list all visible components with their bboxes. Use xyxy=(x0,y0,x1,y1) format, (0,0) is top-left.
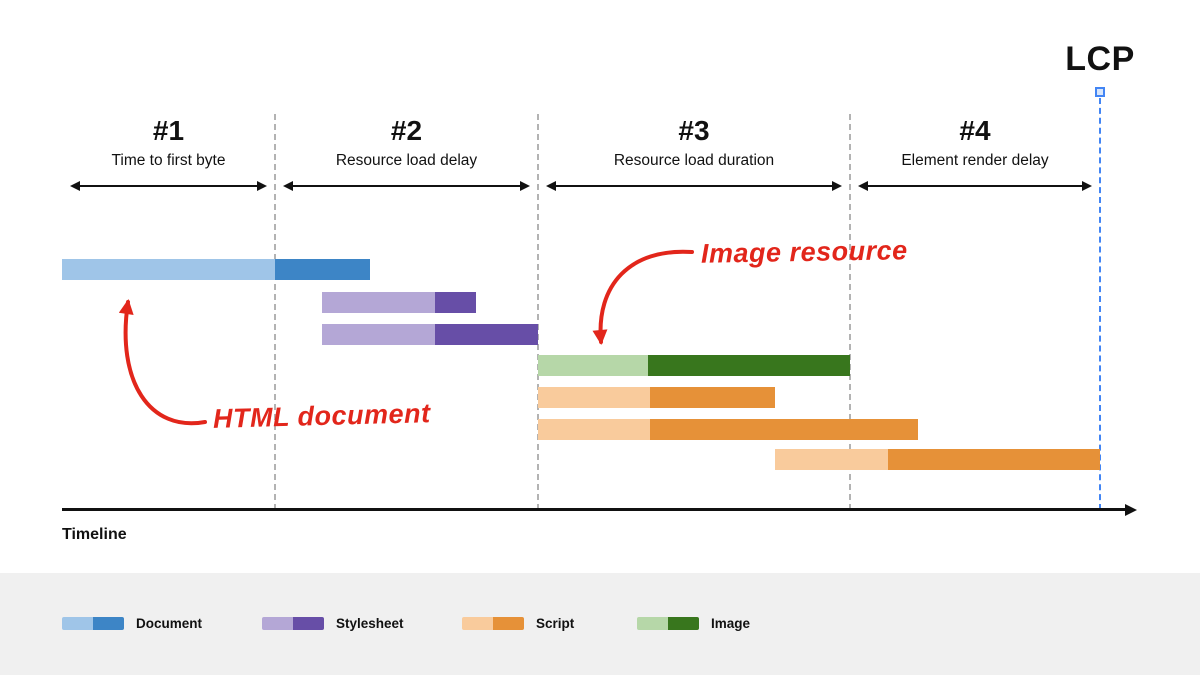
resource-bar-stylesheet xyxy=(322,292,476,313)
legend: Document Stylesheet Script Image xyxy=(0,573,1200,675)
phase-header-2: #2 Resource load delay xyxy=(275,113,538,191)
legend-swatch xyxy=(262,617,324,630)
bar-segment-light xyxy=(322,292,435,313)
phase-label: Time to first byte xyxy=(111,152,226,169)
legend-swatch xyxy=(62,617,124,630)
bar-segment-light xyxy=(538,355,648,376)
legend-item-document: Document xyxy=(62,616,202,631)
lcp-title: LCP xyxy=(1065,40,1135,78)
phase-number: #4 xyxy=(959,115,991,146)
html-document-annotation: HTML document xyxy=(212,398,431,434)
bar-segment-dark xyxy=(650,419,918,440)
phase-header-3: #3 Resource load duration xyxy=(538,113,850,191)
legend-item-stylesheet: Stylesheet xyxy=(262,616,404,631)
legend-swatch xyxy=(637,617,699,630)
lcp-marker-square xyxy=(1095,87,1105,97)
phase-separator-line xyxy=(274,114,276,510)
bar-segment-light xyxy=(62,259,275,280)
bar-segment-dark xyxy=(435,292,476,313)
phase-span-arrow xyxy=(858,180,1092,191)
resource-bar-image xyxy=(538,355,850,376)
legend-label: Document xyxy=(136,616,203,631)
resource-bar-script xyxy=(538,387,775,408)
phase-label: Element render delay xyxy=(901,152,1049,169)
phase-span-arrow xyxy=(283,180,530,191)
bar-segment-dark xyxy=(275,259,370,280)
timeline-label: Timeline xyxy=(62,526,127,543)
resource-bar-document xyxy=(62,259,370,280)
timeline-axis xyxy=(62,503,1137,516)
bar-segment-dark xyxy=(888,449,1100,470)
phase-label: Resource load delay xyxy=(335,152,478,169)
bar-segment-dark xyxy=(648,355,850,376)
bar-segment-dark xyxy=(650,387,775,408)
image-resource-arrow xyxy=(592,249,694,345)
html-document-arrow xyxy=(118,299,207,426)
bar-segment-dark xyxy=(435,324,538,345)
phase-span-arrow xyxy=(70,180,267,191)
legend-item-script: Script xyxy=(462,616,574,631)
resource-bar-script xyxy=(775,449,1100,470)
phase-header-4: #4 Element render delay xyxy=(850,113,1100,191)
phase-number: #2 xyxy=(390,115,423,146)
legend-label: Image xyxy=(711,616,751,631)
image-resource-annotation: Image resource xyxy=(700,235,908,269)
phase-separator-line xyxy=(849,114,851,510)
phase-number: #3 xyxy=(678,115,710,146)
legend-label: Stylesheet xyxy=(336,616,404,631)
phase-number: #1 xyxy=(152,115,185,146)
phase-label: Resource load duration xyxy=(613,152,775,169)
phase-separator-line xyxy=(537,114,539,510)
phase-header-1: #1 Time to first byte xyxy=(62,113,275,191)
resource-bar-script xyxy=(538,419,918,440)
bar-segment-light xyxy=(538,387,650,408)
bar-segment-light xyxy=(538,419,650,440)
bar-segment-light xyxy=(775,449,888,470)
lcp-marker-line xyxy=(1099,98,1101,510)
legend-item-image: Image xyxy=(637,616,750,631)
legend-swatch xyxy=(462,617,524,630)
resource-bar-stylesheet xyxy=(322,324,538,345)
phase-span-arrow xyxy=(546,180,842,191)
legend-label: Script xyxy=(536,616,575,631)
bar-segment-light xyxy=(322,324,435,345)
